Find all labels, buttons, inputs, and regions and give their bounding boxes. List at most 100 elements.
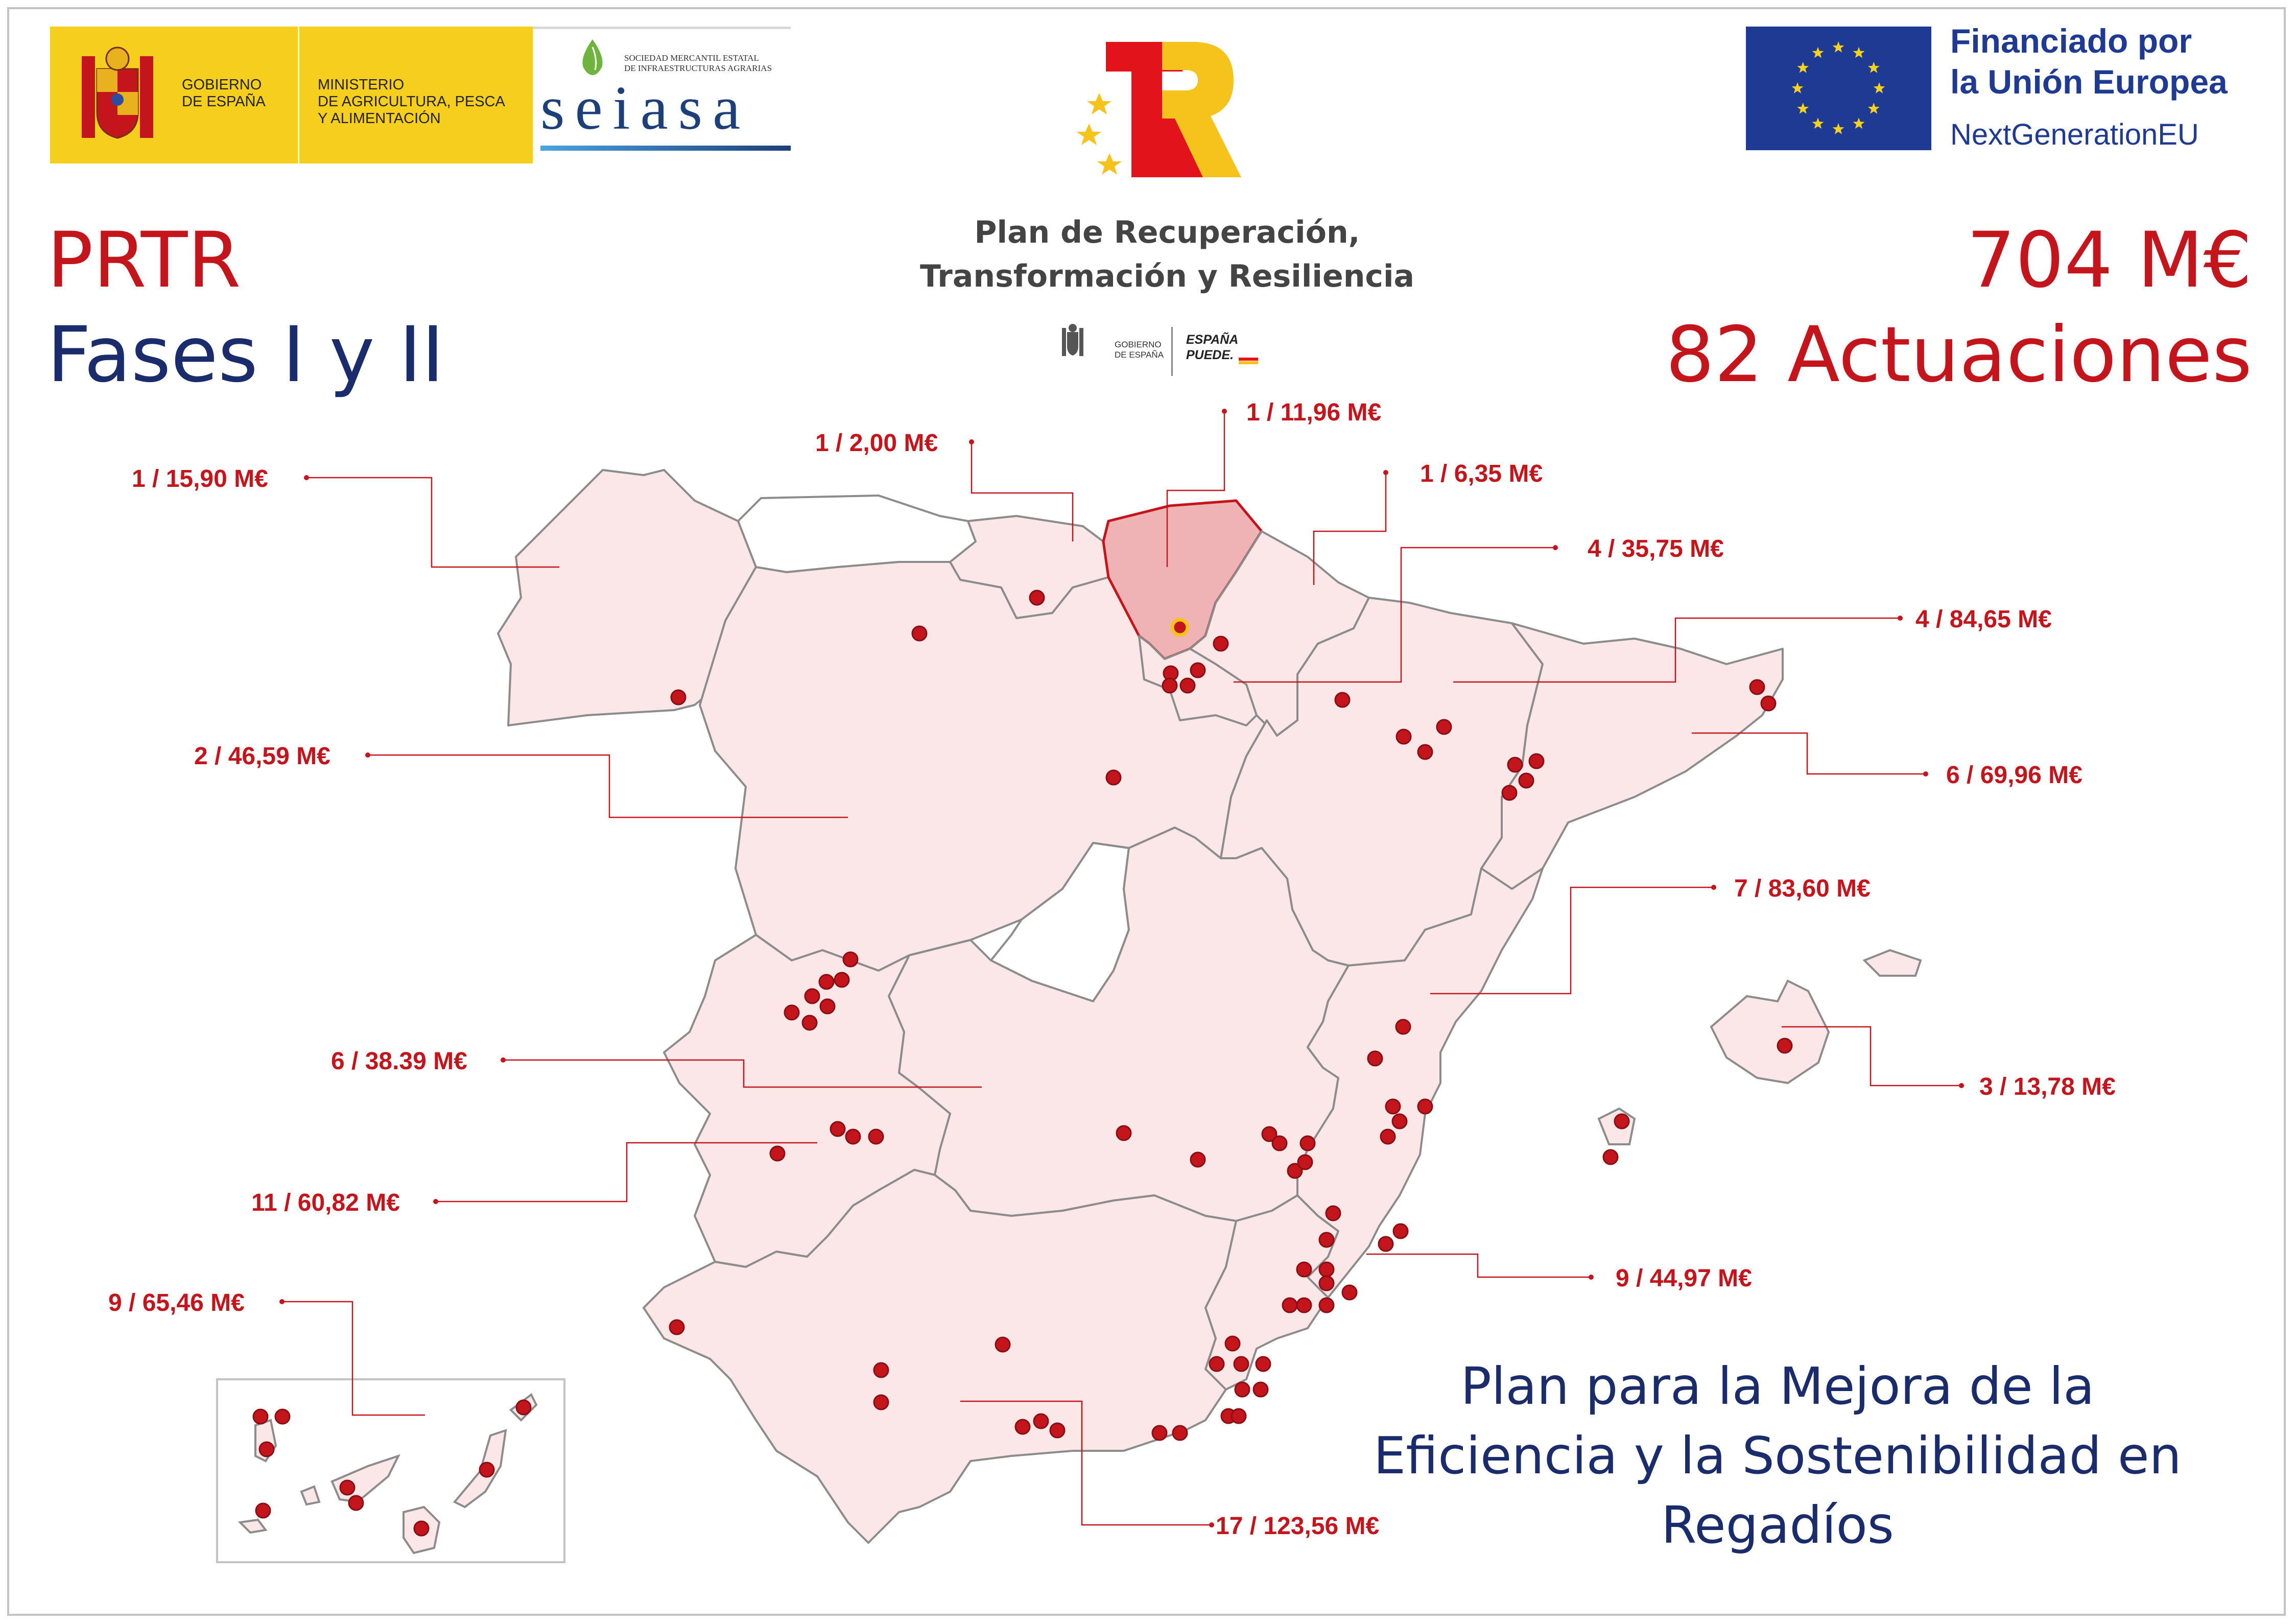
project-marker [1395,1019,1411,1035]
tr-logo [1077,42,1241,177]
project-marker [801,1015,818,1031]
leader-murcia [1366,1253,1591,1278]
project-marker [1297,1154,1313,1170]
prtr-plan-title-line1: Plan de Recuperación, [974,215,1360,250]
canarias-inset-frame [216,1378,565,1563]
project-marker [1287,1163,1303,1179]
project-marker [1252,1381,1269,1398]
project-marker [1318,1297,1335,1313]
project-marker [1261,1126,1277,1142]
project-marker [1507,757,1523,773]
phases-heading: Fases I y II [47,311,444,399]
project-marker [868,1128,884,1145]
island-menorca [1862,949,1922,977]
leader-cataluna [1453,617,1900,683]
ministerio-line2: DE AGRICULTURA, PESCA [318,93,505,110]
coat-of-arms-icon [82,46,153,139]
leader-endpoint [1222,409,1227,414]
project-marker [1190,1151,1206,1168]
project-marker [1233,1356,1249,1372]
prtr-heading: PRTR [47,216,241,305]
project-marker [1282,1297,1298,1313]
project-marker [845,1128,861,1145]
project-marker [1334,692,1351,708]
leader-galicia [306,477,559,568]
project-marker [911,625,928,642]
project-marker [1271,1135,1288,1151]
highlight-project-marker [1170,618,1190,637]
project-marker [769,1145,786,1162]
espana-puede-line1: ESPAÑA [1186,333,1239,347]
region-andalucia [643,1169,1237,1544]
project-marker [1179,677,1196,694]
callout-extremadura-sur: 11 / 60,82 M€ [251,1189,400,1216]
leader-endpoint [1209,1522,1214,1527]
project-marker [1116,1125,1132,1141]
callout-baleares: 3 / 13,78 M€ [1979,1073,2116,1100]
project-marker [1213,636,1229,652]
leader-navarra [1313,473,1387,585]
project-marker [842,951,859,968]
project-marker [1367,1050,1383,1067]
project-marker [1378,1236,1394,1252]
project-marker [252,1408,269,1425]
project-marker [1151,1425,1168,1441]
leader-endpoint [501,1057,506,1063]
leader-baleares [1782,1026,1961,1087]
espana-puede-logo: ESPAÑA PUEDE. [1186,332,1238,363]
project-marker [1417,744,1433,760]
leader-cantabria [971,442,1074,542]
project-marker [1105,769,1122,786]
leader-endpoint [1589,1275,1594,1280]
project-marker [1172,1425,1188,1441]
eu-star-icon [1867,103,1880,114]
small-gobierno-label: GOBIERNO DE ESPAÑA [1115,340,1164,360]
callout-murcia: 9 / 44,97 M€ [1616,1265,1752,1292]
project-marker [1417,1098,1433,1115]
callout-castilla-leon: 2 / 46,59 M€ [194,743,330,770]
project-marker [258,1441,275,1457]
seiasa-wordmark: seiasa [540,74,751,143]
seiasa-subtitle-line2: DE INFRAESTRUCTURAS AGRARIAS [624,63,772,73]
logo-divider [298,27,299,163]
eu-line1: Financiado por [1950,22,2192,60]
leader-andalucia [960,1400,1212,1526]
leader-valencia [1430,886,1714,995]
project-marker [1014,1419,1031,1435]
eu-line2: la Unión Europea [1950,63,2228,101]
project-marker [1602,1149,1619,1165]
eu-star-icon [1832,123,1844,134]
project-marker [1380,1128,1396,1145]
island-el-hierro [238,1518,268,1534]
espana-puede-stripe-yellow [1239,361,1258,364]
leader-endpoint [1711,885,1716,890]
leaf-drop-icon [582,39,603,75]
seiasa-rule [533,27,791,29]
callout-galicia: 1 / 15,90 M€ [132,465,268,492]
seiasa-subtitle: SOCIEDAD MERCANTIL ESTATAL DE INFRAESTRU… [624,53,772,74]
project-marker [1234,1381,1250,1398]
project-marker [1749,679,1765,695]
project-marker [1190,662,1206,678]
leader-endpoint [1959,1083,1964,1088]
project-marker [1255,1356,1271,1372]
eu-star-icon [1867,62,1880,73]
project-marker [1224,1335,1241,1352]
leader-endpoint [433,1199,438,1204]
leader-canarias [282,1301,425,1416]
project-marker [1777,1038,1793,1054]
project-marker [1299,1135,1316,1151]
project-marker [1528,753,1545,769]
project-marker [1049,1422,1066,1439]
callout-cataluna: 4 / 84,65 M€ [1915,606,2052,633]
leader-extremadura-norte [503,1059,982,1088]
callout-canarias: 9 / 65,46 M€ [108,1289,245,1316]
island-tenerife [330,1454,400,1503]
project-marker [479,1462,495,1478]
gobierno-line2: DE ESPAÑA [182,93,266,110]
prtr-plan-title: Plan de Recuperación, Transformación y R… [848,210,1486,298]
page-frame [7,7,2286,1616]
eu-star-icon [1791,82,1804,93]
eu-star-icon [1812,117,1824,129]
region-galicia [497,469,757,726]
